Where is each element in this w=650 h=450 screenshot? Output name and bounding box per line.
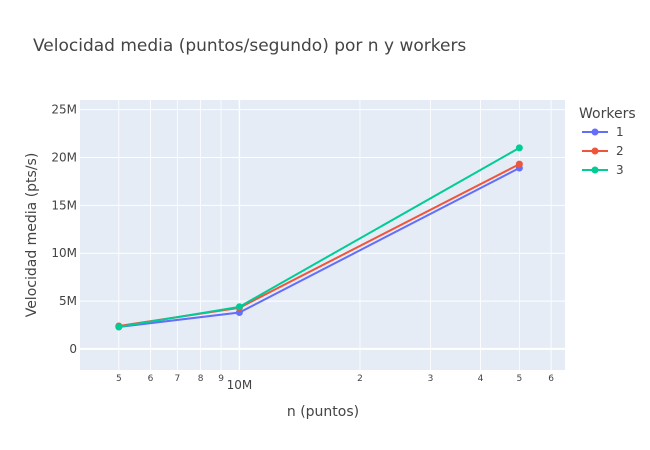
legend-title: Workers [579, 106, 636, 122]
y-tick-label: 25M [51, 103, 77, 117]
y-tick-label: 0 [69, 342, 77, 356]
y-tick-label: 20M [51, 150, 77, 164]
legend: Workers 1 2 3 [579, 106, 636, 177]
y-axis-ticks: 0 5M 10M 15M 20M 25M [51, 103, 77, 356]
x-tick-label: 5 [116, 374, 122, 384]
chart-title: Velocidad media (puntos/segundo) por n y… [33, 36, 466, 56]
data-point-3 [115, 323, 123, 331]
data-point-2 [515, 160, 523, 168]
grid-lines [80, 100, 565, 370]
legend-marker-1 [591, 128, 599, 136]
legend-marker-2 [591, 147, 599, 155]
x-tick-label: 7 [174, 374, 180, 384]
data-point-1 [235, 309, 243, 317]
x-tick-label: 8 [198, 374, 204, 384]
x-axis-title: n (puntos) [287, 404, 359, 420]
x-tick-label: 3 [428, 374, 434, 384]
x-tick-label: 6 [548, 374, 554, 384]
x-tick-label: 9 [218, 374, 224, 384]
y-axis-title: Velocidad media (pts/s) [24, 153, 40, 318]
y-tick-label: 15M [51, 198, 77, 212]
y-tick-label: 10M [51, 246, 77, 260]
legend-label-2: 2 [616, 144, 624, 158]
legend-label-1: 1 [616, 125, 624, 139]
data-point-3 [235, 303, 243, 311]
x-tick-label: 5 [516, 374, 522, 384]
y-tick-label: 5M [59, 294, 77, 308]
series-group [115, 144, 523, 331]
x-axis-ticks: 5 6 7 8 9 10M 2 3 4 5 6 [116, 374, 554, 392]
plot-area [80, 100, 565, 370]
x-tick-label: 2 [357, 374, 363, 384]
x-tick-label: 4 [478, 374, 484, 384]
x-tick-label: 6 [148, 374, 154, 384]
x-tick-label: 10M [227, 378, 253, 392]
data-point-3 [515, 144, 523, 152]
legend-label-3: 3 [616, 163, 624, 177]
legend-marker-3 [591, 166, 599, 174]
